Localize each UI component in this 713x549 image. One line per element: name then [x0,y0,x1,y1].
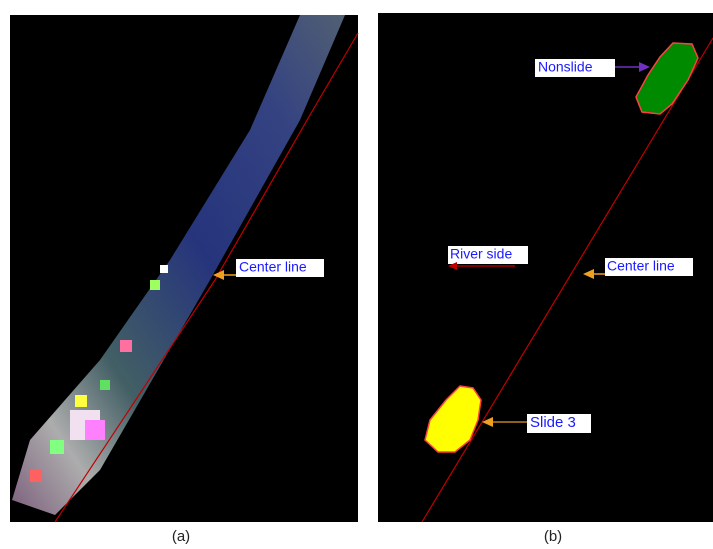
figure: Center line (a) Nonslide River side Cent… [0,0,713,549]
page: Center line (a) Nonslide River side Cent… [0,0,713,549]
annotation-label: Slide 3 [530,414,576,431]
annotation-label: Center line [607,258,675,274]
panel-caption: (b) [544,528,562,545]
annotation-label: River side [450,246,512,262]
annotation-label: Center line [239,259,307,275]
panel-caption: (a) [172,528,190,545]
annotation-label: Nonslide [538,59,593,75]
